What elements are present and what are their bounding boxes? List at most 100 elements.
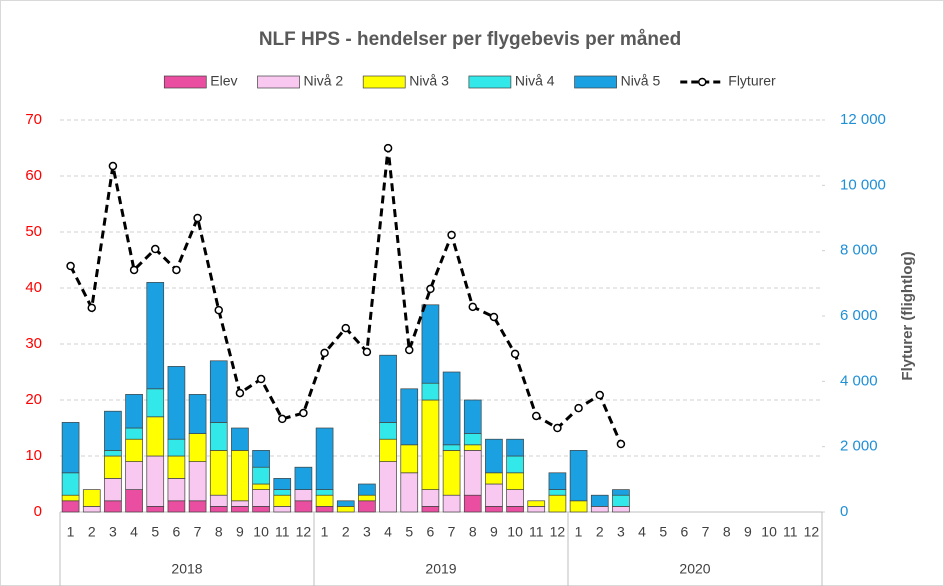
bar-segment [400,444,419,474]
legend-label: Nivå 3 [409,73,449,89]
bar-segment [252,483,270,490]
line-marker [489,312,499,322]
bar-segment [421,399,440,490]
bar-segment [231,500,249,507]
legend-label: Flyturer [728,73,776,89]
legend-swatch [574,75,617,89]
line-marker [595,390,604,400]
bar-segment [104,455,122,479]
line-marker [447,230,456,240]
x-tick-label: 9 [744,524,752,540]
bar-segment [379,422,397,440]
line-marker [532,411,541,421]
line-marker [278,414,287,424]
legend-swatch [362,75,406,89]
bar-segment [146,282,165,390]
bar-segment [506,455,524,474]
x-tick-label: 10 [761,524,777,540]
x-tick-label: 10 [507,524,523,540]
bar-segment [379,354,397,423]
bar-segment [125,461,143,490]
bar-segment [188,433,207,462]
x-tick-label: 7 [702,524,710,540]
bar-segment [104,450,122,457]
x-tick-label: 1 [67,524,75,540]
y2-tick-label: 12 000 [840,111,886,128]
bar-segment [527,506,546,513]
x-tick-label: 5 [405,524,413,540]
line-marker [256,374,266,384]
x-tick-label: 12 [804,524,820,540]
bar-segment [358,483,376,496]
legend-swatch [468,75,512,89]
bar-segment [400,472,419,513]
bar-segment [463,494,482,513]
bar-segment [485,472,503,485]
y-tick-label: 0 [34,503,42,520]
line-marker [320,348,329,358]
x-tick-label: 7 [448,524,456,540]
bar-segment [82,506,101,513]
legend-swatch [257,75,300,89]
y2-tick-label: 4 000 [840,372,878,389]
bar-segment [506,472,524,490]
bar-segment [315,506,334,513]
bar-segment [294,500,313,513]
bar-segment [463,444,482,451]
bar-segment [485,438,503,474]
bar-segment [442,450,461,496]
x-tick-label: 4 [384,524,392,540]
bar-segment [590,494,609,507]
x-tick-label: 6 [681,524,689,540]
line-marker [341,323,350,333]
bar-segment [61,472,80,496]
bar-segment [442,444,461,451]
x-tick-label: 3 [109,524,117,540]
legend-item: Nivå 5 [574,73,660,89]
bar-segment [167,455,186,479]
x-tick-label: 2 [342,524,350,540]
line-marker [426,284,435,294]
bar-segment [612,489,630,496]
x-tick-label: 9 [236,524,244,540]
line-marker [193,213,202,223]
legend-item: Flyturer [680,73,776,89]
x-tick-label: 5 [659,524,667,540]
y-tick-label: 70 [25,111,42,128]
bar-segment [273,489,292,496]
bar-segment [82,489,101,507]
bar-segment [273,494,292,507]
legend-swatch [163,75,207,89]
bar-segment [315,494,334,507]
y2-tick-label: 2 000 [840,438,878,455]
bar-segment [294,466,313,490]
legend-label: Elev [210,73,237,89]
bar-segment [209,450,228,496]
line-marker [553,423,562,433]
bar-segment [485,506,503,513]
bar-segment [209,360,228,423]
bar-segment [125,489,143,513]
bar-segment [421,304,440,384]
bar-segment [569,450,588,502]
bar-segment [188,394,207,434]
bar-segment [125,438,143,462]
line-marker [151,244,160,254]
line-marker [87,303,96,313]
year-label: 2018 [171,561,202,577]
bar-segment [569,500,588,513]
bar-segment [104,500,122,513]
bar-segment [336,506,355,513]
y2-tick-label: 10 000 [840,176,886,193]
bar-segment [209,422,228,451]
line-marker [235,388,245,398]
bar-segment [252,489,270,507]
y-tick-label: 30 [25,335,42,352]
legend-item: Elev [163,73,238,89]
bar-segment [548,489,567,496]
year-label: 2020 [679,561,710,577]
x-tick-label: 8 [215,524,223,540]
x-tick-label: 11 [529,524,544,540]
y-tick-label: 10 [25,447,42,464]
